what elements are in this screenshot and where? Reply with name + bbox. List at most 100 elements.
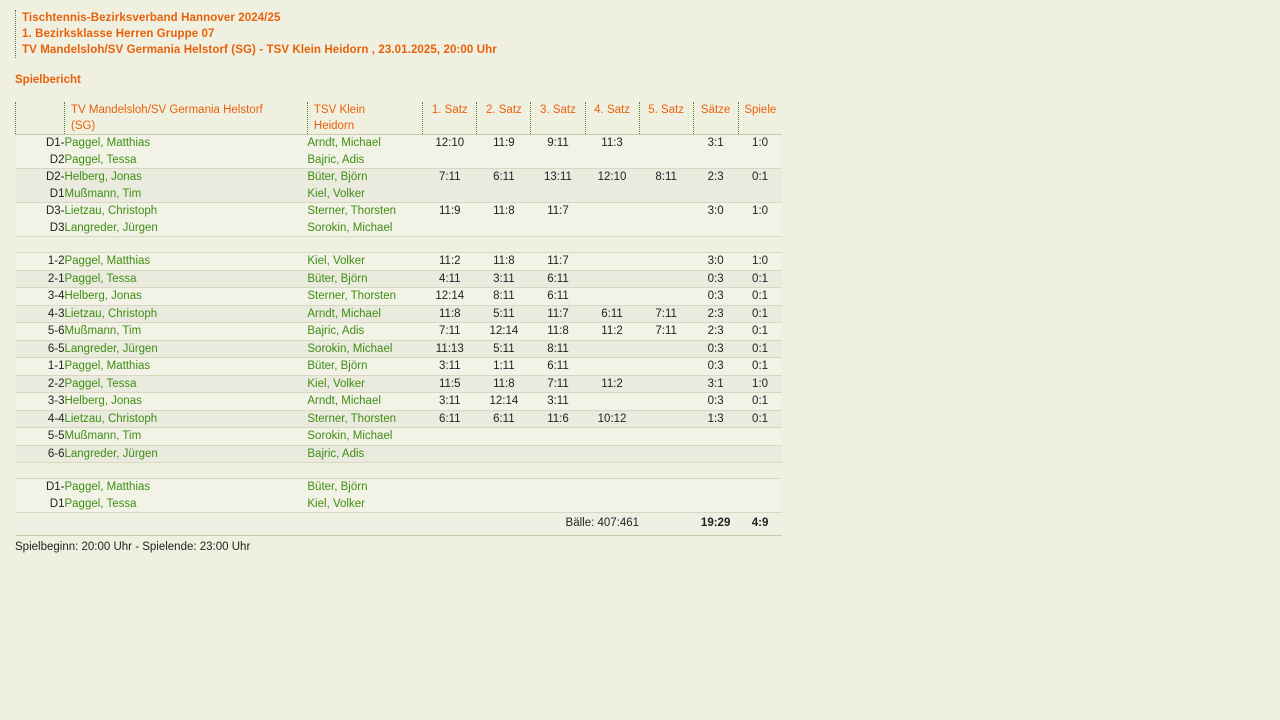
- sets-result: 0:3: [693, 392, 739, 411]
- sets-result: 2:3: [693, 305, 739, 323]
- guest-player: Sorokin, Michael: [307, 340, 423, 358]
- set-score-2: 5:11: [476, 305, 531, 323]
- singles-row[interactable]: 3-3 Helberg, Jonas Arndt, Michael 3:11 12:14…: [15, 392, 782, 411]
- set-score-1: 4:11: [422, 270, 477, 288]
- games-result: 0:1: [738, 270, 782, 288]
- match-number: 5-5: [15, 427, 65, 446]
- doubles-row[interactable]: D1- D2 Paggel, Matthias Paggel, Tessa Arndt,…: [15, 134, 782, 169]
- guest-players-line2: Kiel, Volker: [307, 497, 365, 510]
- singles-row[interactable]: 6-5 Langreder, Jürgen Sorokin, Michael 11:1…: [15, 340, 782, 358]
- singles-row[interactable]: 1-2 Paggel, Matthias Kiel, Volker 11:2 11:8 1…: [15, 252, 782, 271]
- set-score-4: 12:10: [585, 168, 640, 203]
- singles-row[interactable]: 3-4 Helberg, Jonas Sterner, Thorsten 12:14 8…: [15, 287, 782, 306]
- home-player: Helberg, Jonas: [64, 287, 308, 306]
- match-number: 3-4: [15, 287, 65, 306]
- summary-spacer-guest: [307, 512, 423, 536]
- home-players-line1: Paggel, Matthias: [64, 137, 151, 149]
- set-score-4: [585, 357, 640, 376]
- games-result: 0:1: [738, 305, 782, 323]
- guest-players: Sterner, Thorsten Sorokin, Michael: [307, 202, 423, 237]
- set-score-2: [476, 445, 531, 463]
- sets-result: 0:3: [693, 287, 739, 306]
- match-number: 3-3: [15, 392, 65, 411]
- set-score-2: 3:11: [476, 270, 531, 288]
- games-result: 0:1: [738, 287, 782, 306]
- match-number-line2: D2: [49, 153, 65, 166]
- set-score-5: 7:11: [639, 322, 694, 341]
- match-number: 1-2: [15, 252, 65, 271]
- col-header-set-5: 5. Satz: [638, 102, 694, 135]
- singles-row[interactable]: 1-1 Paggel, Matthias Büter, Björn 3:11 1:11 6…: [15, 357, 782, 376]
- set-score-4: [585, 270, 640, 288]
- match-number: D1- D2: [15, 134, 65, 169]
- set-score-4: [585, 427, 640, 446]
- games-result: 0:1: [738, 340, 782, 358]
- doubles-row[interactable]: D2- D1 Helberg, Jonas Mußmann, Tim Büter, Bj…: [15, 168, 782, 203]
- set-5-line1: 5.: [648, 104, 658, 116]
- section-spacer-after-doubles-cell: [15, 236, 782, 253]
- fixture-title: TV Mandelsloh/SV Germania Helstorf (SG) …: [22, 44, 497, 56]
- doubles-row[interactable]: D3- D3 Lietzau, Christoph Langreder, Jürgen…: [15, 202, 782, 237]
- sets-total: 19:29: [693, 512, 739, 536]
- league-season-title: Tischtennis-Bezirksverband Hannover 2024…: [22, 12, 281, 24]
- set-score-4: [585, 287, 640, 306]
- section-spacer-after-singles: [15, 462, 782, 479]
- set-score-1: 7:11: [422, 168, 477, 203]
- summary-spacer-set1: [422, 512, 477, 536]
- set-score-1: [422, 445, 477, 463]
- singles-row[interactable]: 6-6 Langreder, Jürgen Bajric, Adis: [15, 445, 782, 463]
- games-result: 0:1: [738, 322, 782, 341]
- set-score-3: 3:11: [530, 392, 585, 411]
- set-score-4: 6:11: [585, 305, 640, 323]
- sets-result: [693, 478, 739, 513]
- home-players-line2: Mußmann, Tim: [64, 187, 142, 200]
- games-result: 0:1: [738, 168, 782, 203]
- match-number-line2: D1: [49, 187, 65, 200]
- match-number-line1: D3-: [45, 205, 65, 217]
- home-player: Lietzau, Christoph: [64, 305, 308, 323]
- guest-player: Sterner, Thorsten: [307, 410, 423, 428]
- set-score-5: [639, 270, 694, 288]
- col-header-set-4: 4. Satz: [584, 102, 640, 135]
- match-number: D1- D1: [15, 478, 65, 513]
- set-score-1: 11:5: [422, 375, 477, 393]
- set-score-3: 7:11: [530, 375, 585, 393]
- guest-players-line2: Sorokin, Michael: [307, 221, 393, 234]
- match-number: 4-3: [15, 305, 65, 323]
- match-times-note: Spielbeginn: 20:00 Uhr - Spielende: 23:0…: [15, 541, 251, 553]
- summary-row: Bälle: 407:461 19:29 4:9: [15, 512, 782, 536]
- doubles-row[interactable]: D1- D1 Paggel, Matthias Paggel, Tessa Büter,…: [15, 478, 782, 513]
- singles-row[interactable]: 5-5 Mußmann, Tim Sorokin, Michael: [15, 427, 782, 446]
- set-3-line1: 3.: [540, 104, 550, 116]
- singles-row[interactable]: 4-3 Lietzau, Christoph Arndt, Michael 11:8 5…: [15, 305, 782, 323]
- section-spacer-after-doubles: [15, 236, 782, 253]
- games-result: 0:1: [738, 392, 782, 411]
- balls-total: Bälle: 407:461: [476, 512, 640, 536]
- home-players-line2: Paggel, Tessa: [64, 153, 137, 166]
- set-score-1: [422, 427, 477, 446]
- singles-row[interactable]: 2-2 Paggel, Tessa Kiel, Volker 11:5 11:8 7:11…: [15, 375, 782, 393]
- guest-players: Büter, Björn Kiel, Volker: [307, 478, 423, 513]
- set-score-2: 1:11: [476, 357, 531, 376]
- sets-result: 0:3: [693, 357, 739, 376]
- match-number: 6-5: [15, 340, 65, 358]
- singles-row[interactable]: 4-4 Lietzau, Christoph Sterner, Thorsten 6:…: [15, 410, 782, 428]
- set-score-2: 12:14: [476, 392, 531, 411]
- match-number: D3- D3: [15, 202, 65, 237]
- home-player: Paggel, Tessa: [64, 270, 308, 288]
- singles-row[interactable]: 2-1 Paggel, Tessa Büter, Björn 4:11 3:11 6:11…: [15, 270, 782, 288]
- sets-result: 1:3: [693, 410, 739, 428]
- table-header: TV Mandelsloh/SV Germania Helstorf (SG) …: [15, 102, 782, 135]
- home-player: Paggel, Matthias: [64, 252, 308, 271]
- col-header-guest-team: TSV Klein Heidorn: [306, 102, 423, 135]
- singles-row[interactable]: 5-6 Mußmann, Tim Bajric, Adis 7:11 12:14 11:8…: [15, 322, 782, 341]
- home-players: Lietzau, Christoph Langreder, Jürgen: [64, 202, 308, 237]
- home-team-name-line2: (SG): [70, 120, 96, 132]
- games-result: [738, 478, 782, 513]
- guest-player: Sterner, Thorsten: [307, 287, 423, 306]
- guest-players-line1: Büter, Björn: [307, 481, 368, 493]
- set-score-4: [585, 392, 640, 411]
- set-score-5: [639, 375, 694, 393]
- set-score-1: 11:8: [422, 305, 477, 323]
